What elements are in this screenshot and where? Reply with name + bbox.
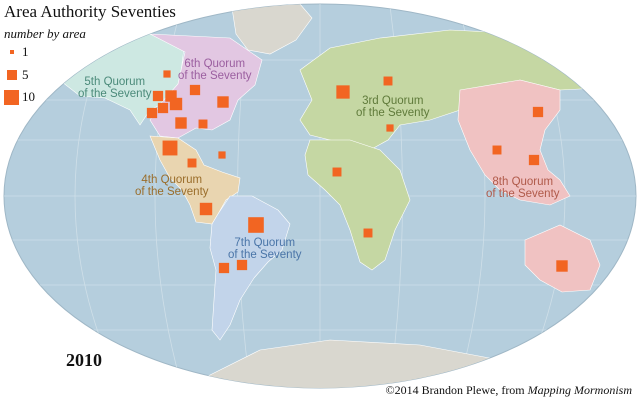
- marker-area-14: [199, 202, 213, 216]
- label-4th-line1: 4th Quorum: [141, 174, 203, 186]
- marker-area-12: [187, 158, 197, 168]
- land-africa: [304, 139, 411, 271]
- region-6th-quorum: [149, 33, 263, 139]
- region-4th-quorum: [149, 135, 241, 225]
- land-greenland: [231, 4, 313, 55]
- marker-area-24: [492, 145, 502, 155]
- marker-area-26: [556, 260, 568, 272]
- marker-area-1: [163, 70, 171, 78]
- marker-area-20: [386, 124, 394, 132]
- land-australia: [524, 224, 601, 293]
- marker-layer: [146, 70, 568, 274]
- label-8th-line2: of the Seventy: [486, 188, 560, 200]
- year-label: 2010: [66, 350, 102, 370]
- label-5th-quorum: 5th Quorum of the Seventy: [78, 76, 152, 100]
- label-5th-line1: 5th Quorum: [84, 76, 146, 88]
- label-5th-line2: of the Seventy: [78, 88, 152, 100]
- label-6th-line1: 6th Quorum: [184, 58, 246, 70]
- marker-area-11: [162, 140, 178, 156]
- legend-label-1: 1: [22, 44, 29, 59]
- legend-label-10: 10: [22, 89, 35, 104]
- label-7th-line1: 7th Quorum: [234, 237, 296, 249]
- marker-area-19: [383, 76, 393, 86]
- marker-area-15: [248, 217, 264, 233]
- credit-source: Mapping Mormonism: [527, 383, 632, 397]
- marker-area-4: [169, 97, 183, 111]
- marker-area-10: [217, 96, 229, 108]
- marker-area-23: [532, 106, 544, 118]
- label-8th-quorum: 8th Quorum of the Seventy: [486, 176, 560, 200]
- marker-area-7: [175, 117, 187, 129]
- legend-swatch-5: [7, 70, 17, 80]
- marker-area-13: [218, 151, 226, 159]
- credit-prefix: ©2014 Brandon Plewe, from: [385, 383, 528, 397]
- legend-swatch-1: [10, 50, 14, 54]
- marker-area-2: [152, 90, 164, 102]
- label-3rd-line2: of the Seventy: [356, 107, 430, 119]
- label-6th-quorum: 6th Quorum of the Seventy: [178, 58, 252, 82]
- marker-area-5: [157, 102, 169, 114]
- label-7th-line2: of the Seventy: [228, 249, 302, 261]
- marker-area-22: [363, 228, 373, 238]
- label-3rd-quorum: 3rd Quorum of the Seventy: [356, 95, 430, 119]
- marker-area-17: [236, 259, 248, 271]
- marker-area-8: [198, 119, 208, 129]
- label-6th-line2: of the Seventy: [178, 70, 252, 82]
- marker-area-3: [165, 90, 177, 102]
- label-3rd-line1: 3rd Quorum: [362, 95, 424, 107]
- marker-area-18: [336, 85, 350, 99]
- label-4th-quorum: 4th Quorum of the Seventy: [135, 174, 209, 198]
- marker-area-6: [146, 107, 158, 119]
- legend-title: number by area: [4, 26, 86, 41]
- marker-area-25: [528, 154, 540, 166]
- label-4th-line2: of the Seventy: [135, 186, 209, 198]
- legend-swatch-10: [4, 90, 19, 105]
- marker-area-21: [332, 167, 342, 177]
- label-7th-quorum: 7th Quorum of the Seventy: [228, 237, 302, 261]
- legend-label-5: 5: [22, 67, 29, 82]
- region-7th-quorum: [209, 195, 291, 341]
- map-title: Area Authority Seventies: [4, 2, 176, 21]
- label-8th-line1: 8th Quorum: [492, 176, 554, 188]
- marker-area-9: [189, 84, 201, 96]
- credit-line: ©2014 Brandon Plewe, from Mapping Mormon…: [386, 383, 632, 398]
- marker-area-16: [218, 262, 230, 274]
